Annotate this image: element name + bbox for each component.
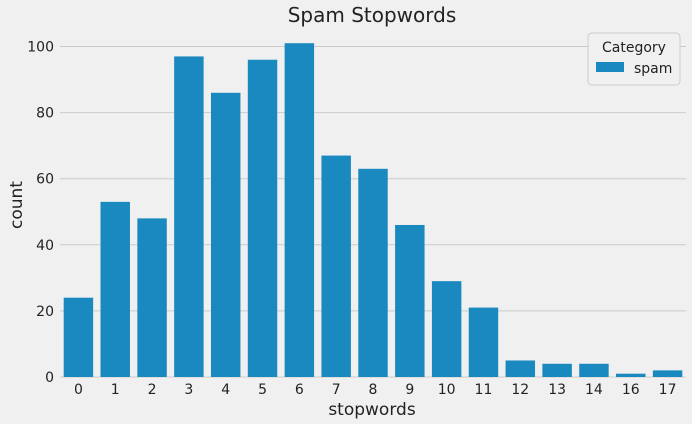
x-tick-label-4: 4 xyxy=(221,382,230,398)
legend: Category spam xyxy=(587,32,681,86)
bars xyxy=(63,43,683,378)
y-tick-label-0: 0 xyxy=(45,370,54,386)
legend-entry-spam: spam xyxy=(634,61,672,77)
bar-4 xyxy=(210,92,241,378)
bar-11 xyxy=(468,307,499,377)
x-tick-label-14: 14 xyxy=(585,382,603,398)
x-tick-label-1: 1 xyxy=(111,382,120,398)
x-tick-label-2: 2 xyxy=(148,382,157,398)
y-axis-label: count xyxy=(7,181,27,229)
bar-1 xyxy=(100,201,130,377)
x-tick-label-0: 0 xyxy=(74,382,83,398)
bar-12 xyxy=(505,360,536,377)
x-tick-label-13: 13 xyxy=(548,382,566,398)
x-tick-label-6: 6 xyxy=(295,382,304,398)
bar-17 xyxy=(652,370,683,377)
bar-6 xyxy=(284,43,315,377)
bar-9 xyxy=(395,224,425,377)
bar-0 xyxy=(63,297,94,377)
bar-3 xyxy=(174,56,204,377)
chart-title: Spam Stopwords xyxy=(288,3,457,27)
x-tick-label-5: 5 xyxy=(258,382,267,398)
x-tick-label-10: 10 xyxy=(438,382,456,398)
bar-13 xyxy=(542,363,572,377)
bar-7 xyxy=(321,155,351,377)
x-tick-label-3: 3 xyxy=(184,382,193,398)
y-tick-label-60: 60 xyxy=(36,172,54,188)
x-tick-label-12: 12 xyxy=(511,382,529,398)
x-tick-labels: 0 1 2 3 4 5 6 7 8 9 10 11 12 13 14 16 17 xyxy=(74,382,677,398)
x-tick-label-16: 16 xyxy=(622,382,640,398)
legend-title: Category xyxy=(602,40,666,56)
bar-10 xyxy=(431,281,462,377)
y-tick-labels: 0 20 40 60 80 100 xyxy=(27,40,54,386)
x-tick-label-7: 7 xyxy=(332,382,341,398)
bar-14 xyxy=(579,363,609,377)
bar-16 xyxy=(616,373,646,377)
bar-2 xyxy=(137,218,167,377)
y-tick-label-80: 80 xyxy=(36,106,54,122)
bar-5 xyxy=(247,59,278,377)
x-tick-label-11: 11 xyxy=(475,382,493,398)
bar-8 xyxy=(358,168,388,377)
y-tick-label-20: 20 xyxy=(36,304,54,320)
x-axis-label: stopwords xyxy=(328,400,416,420)
legend-swatch xyxy=(596,62,624,72)
x-tick-label-17: 17 xyxy=(659,382,677,398)
y-tick-label-40: 40 xyxy=(36,238,54,254)
x-tick-label-9: 9 xyxy=(405,382,414,398)
y-tick-label-100: 100 xyxy=(27,40,54,56)
x-tick-label-8: 8 xyxy=(369,382,378,398)
